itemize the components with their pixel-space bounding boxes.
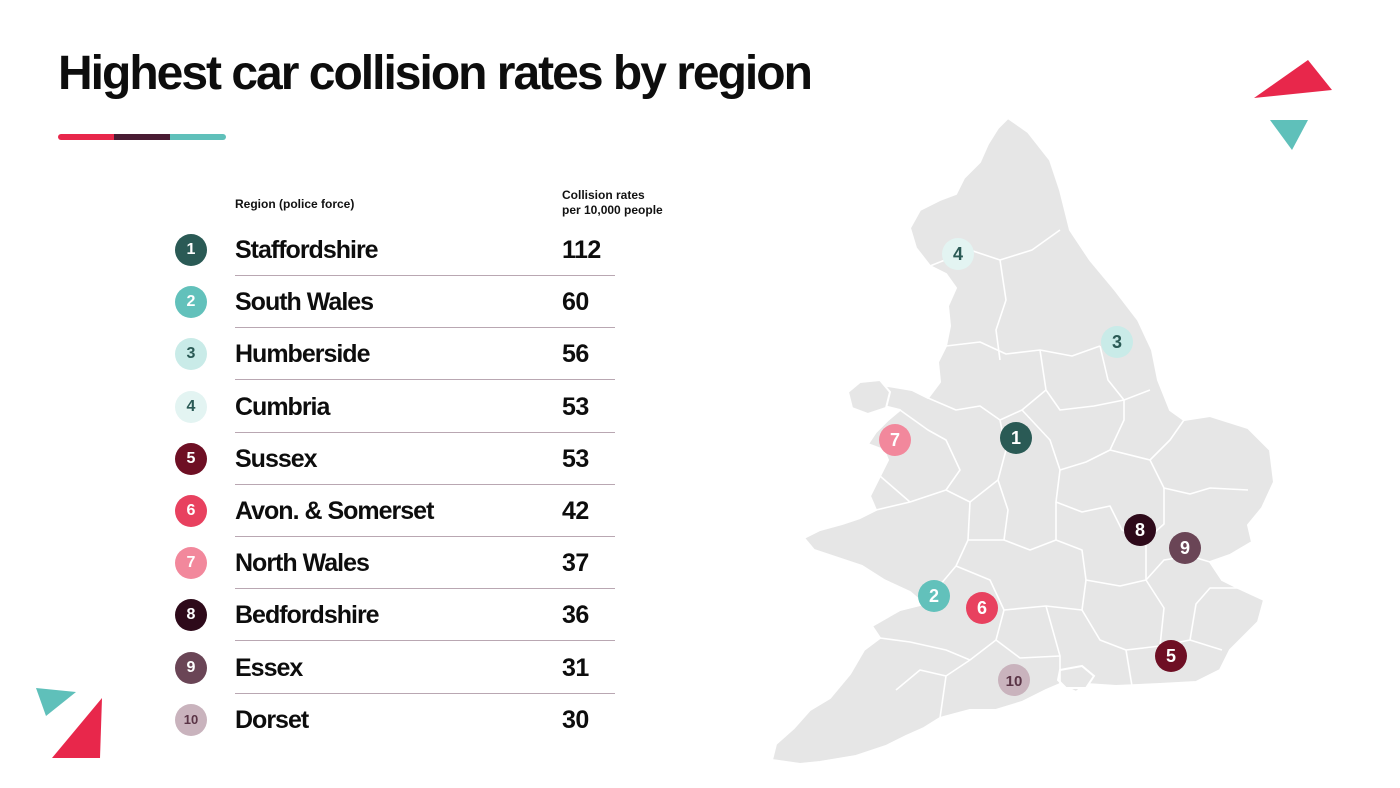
triangle-decoration-icon	[36, 688, 102, 758]
region-name: Staffordshire	[235, 236, 379, 264]
region-name: Essex	[235, 653, 303, 682]
region-name: Avon. & Somerset	[235, 497, 434, 525]
underline-red-segment	[58, 134, 114, 140]
map-marker-circle	[1101, 326, 1133, 358]
underline-teal-segment	[170, 134, 226, 140]
triangle-decoration-icon	[1254, 60, 1332, 150]
table-row: 10 Dorset 30	[175, 694, 615, 746]
rank-badge: 10	[175, 703, 207, 736]
rank-badge: 3	[175, 338, 207, 371]
region-name: South Wales	[235, 288, 374, 317]
row-divider	[235, 588, 615, 590]
map-marker-label: 1	[1011, 428, 1021, 448]
rank-badge: 1	[175, 234, 207, 266]
map-marker-circle	[918, 580, 950, 612]
row-divider	[235, 536, 615, 537]
table-row: 6 Avon. & Somerset 42	[175, 485, 615, 537]
map-marker-label: 6	[977, 598, 987, 618]
rank-badge: 9	[175, 651, 207, 684]
collision-rate-value: 60	[562, 288, 589, 317]
map-marker[interactable]: 6	[966, 592, 998, 624]
map-marker-circle	[1155, 640, 1187, 672]
title-underline	[58, 134, 226, 140]
table-row: 5 Sussex 53	[175, 433, 615, 485]
triangle-red-shape	[1254, 60, 1332, 98]
collision-rate-value: 53	[562, 392, 589, 421]
map-marker[interactable]: 10	[998, 664, 1030, 696]
rank-badge: 5	[175, 442, 207, 475]
map-marker-label: 7	[890, 430, 900, 450]
map-marker-label: 2	[929, 586, 939, 606]
map-marker[interactable]: 9	[1169, 532, 1201, 564]
triangle-teal-shape	[36, 688, 76, 716]
table-row: 2 South Wales 60	[175, 276, 615, 329]
collision-rate-value: 37	[562, 549, 589, 578]
collision-rate-value: 56	[562, 340, 589, 369]
rank-badge: 7	[175, 547, 207, 580]
table-row: 7 North Wales 37	[175, 537, 615, 590]
map-marker-circle	[942, 238, 974, 270]
table-row: 4 Cumbria 53	[175, 381, 615, 433]
collision-rate-value: 112	[562, 236, 601, 264]
isle-of-anglesey	[846, 378, 892, 416]
row-divider	[235, 692, 615, 694]
region-name: Sussex	[235, 444, 318, 473]
map-marker-circle	[1169, 532, 1201, 564]
isle-of-wight	[1056, 664, 1096, 689]
map-marker[interactable]: 8	[1124, 514, 1156, 546]
map-marker[interactable]: 1	[1000, 422, 1032, 454]
map-marker[interactable]: 3	[1101, 326, 1133, 358]
collision-rate-value: 31	[562, 653, 589, 682]
row-divider	[235, 483, 615, 485]
triangle-red-shape	[52, 698, 102, 758]
map-marker-label: 10	[1006, 673, 1023, 690]
table-row: 1 Staffordshire 112	[175, 224, 615, 276]
table-row: 9 Essex 31	[175, 642, 615, 694]
region-name: Humberside	[235, 340, 370, 369]
rank-badge: 8	[175, 599, 207, 632]
region-name: North Wales	[235, 549, 370, 578]
column-header-rate-line1: Collision rates	[562, 188, 645, 202]
map-marker-label: 4	[953, 244, 963, 264]
column-header-region: Region (police force)	[235, 197, 355, 211]
table-row: 3 Humberside 56	[175, 328, 615, 381]
row-divider	[235, 275, 615, 276]
row-divider	[235, 379, 615, 381]
row-divider	[235, 431, 615, 433]
map-marker-circle	[998, 664, 1030, 696]
column-header-rate-line2: per 10,000 people	[562, 203, 663, 217]
rank-badge: 6	[175, 495, 207, 527]
triangle-teal-shape	[1270, 120, 1308, 150]
map-marker-label: 8	[1135, 520, 1145, 540]
region-name: Dorset	[235, 705, 309, 734]
map-marker-label: 5	[1166, 646, 1176, 666]
row-divider	[235, 327, 615, 329]
map-marker-label: 3	[1112, 332, 1122, 352]
collision-rate-value: 30	[562, 705, 589, 734]
map-marker[interactable]: 4	[942, 238, 974, 270]
rank-badge: 4	[175, 390, 207, 423]
rank-badge: 2	[175, 286, 207, 319]
underline-plum-segment	[114, 134, 170, 140]
collision-rate-value: 53	[562, 444, 589, 473]
map-marker-circle	[966, 592, 998, 624]
region-name: Cumbria	[235, 392, 330, 421]
map-marker[interactable]: 5	[1155, 640, 1187, 672]
page-title: Highest car collision rates by region	[58, 47, 813, 100]
table-row: 8 Bedfordshire 36	[175, 589, 615, 642]
collision-rate-value: 42	[562, 497, 589, 525]
row-divider	[235, 640, 615, 642]
region-name: Bedfordshire	[235, 601, 380, 630]
map-marker-circle	[1000, 422, 1032, 454]
map-marker[interactable]: 2	[918, 580, 950, 612]
map-marker-circle	[1124, 514, 1156, 546]
map-marker-circle	[879, 424, 911, 456]
england-wales-map-icon: 1 2 3 4 5 6 7 8 9 10	[771, 117, 1275, 765]
column-header-rate: Collision rates per 10,000 people	[562, 188, 663, 218]
map-marker[interactable]: 7	[879, 424, 911, 456]
collision-rate-value: 36	[562, 601, 589, 630]
map-marker-label: 9	[1180, 538, 1190, 558]
